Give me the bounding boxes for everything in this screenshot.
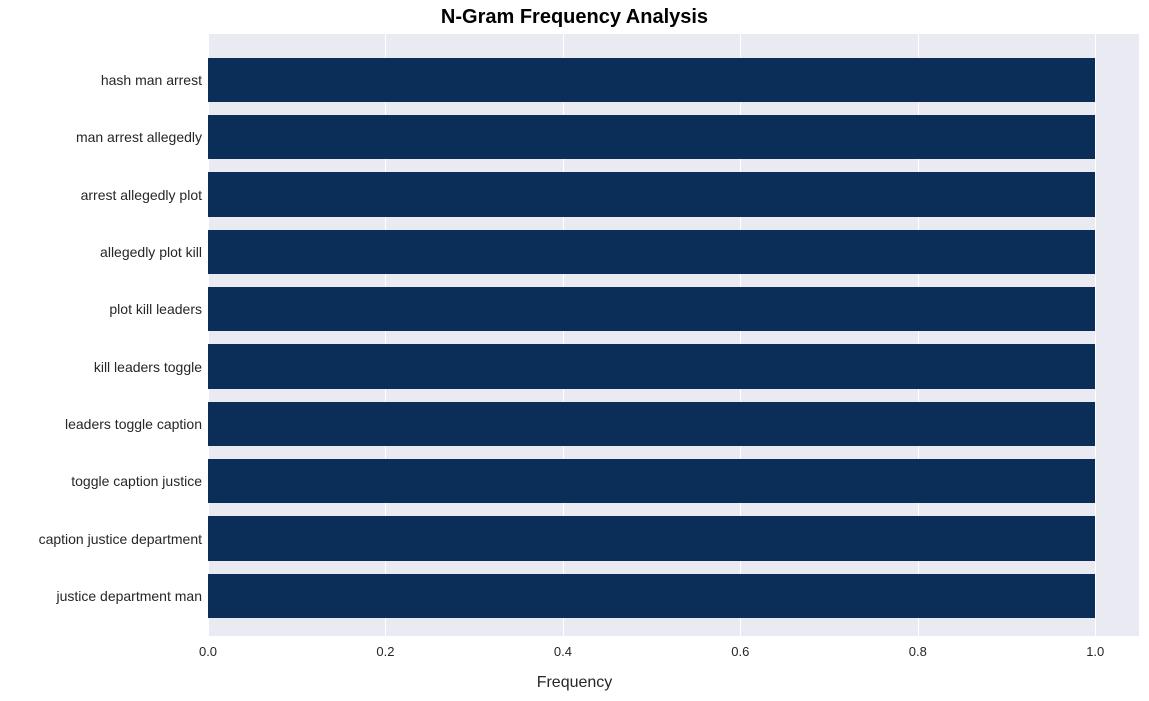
bar [208, 172, 1095, 216]
bar [208, 287, 1095, 331]
chart-title: N-Gram Frequency Analysis [0, 6, 1149, 29]
y-tick-label: caption justice department [2, 531, 202, 547]
x-tick-label: 0.0 [199, 644, 217, 659]
gridline [1095, 34, 1096, 636]
x-tick-label: 1.0 [1086, 644, 1104, 659]
bar [208, 516, 1095, 560]
bar [208, 402, 1095, 446]
x-tick-label: 0.2 [376, 644, 394, 659]
plot-area [208, 34, 1139, 636]
x-axis-label: Frequency [0, 674, 1149, 692]
y-tick-label: allegedly plot kill [2, 244, 202, 260]
y-tick-label: kill leaders toggle [2, 359, 202, 375]
bar [208, 344, 1095, 388]
bar [208, 230, 1095, 274]
y-tick-label: hash man arrest [2, 72, 202, 88]
y-tick-label: plot kill leaders [2, 301, 202, 317]
y-tick-label: justice department man [2, 588, 202, 604]
x-tick-label: 0.8 [909, 644, 927, 659]
bar [208, 115, 1095, 159]
x-tick-label: 0.6 [731, 644, 749, 659]
bar [208, 58, 1095, 102]
y-tick-label: man arrest allegedly [2, 129, 202, 145]
bar [208, 459, 1095, 503]
y-tick-label: toggle caption justice [2, 473, 202, 489]
x-tick-label: 0.4 [554, 644, 572, 659]
y-tick-label: arrest allegedly plot [2, 187, 202, 203]
y-tick-label: leaders toggle caption [2, 416, 202, 432]
bar [208, 574, 1095, 618]
ngram-chart: N-Gram Frequency Analysis hash man arres… [0, 0, 1149, 701]
